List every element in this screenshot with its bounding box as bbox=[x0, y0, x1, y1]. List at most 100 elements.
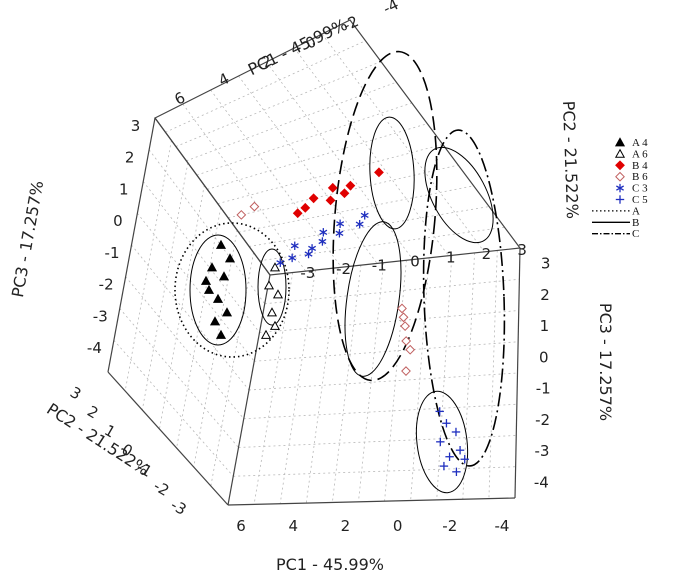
grid-line bbox=[436, 255, 453, 500]
pc2-tick-label: 2 bbox=[482, 245, 492, 263]
tick-layer: 6 4 2 0 -2 -46420-2-43210-1-2-33210-1-2-3-432… bbox=[8, 0, 615, 574]
grid-line bbox=[186, 81, 397, 162]
pc1-back-axis-label: PC1 - 45.99% bbox=[245, 15, 350, 79]
pc2-left-tick-label: 3 bbox=[67, 383, 84, 403]
pc2-tick-label: 1 bbox=[446, 249, 456, 267]
legend-item: C 3 bbox=[616, 183, 648, 195]
legend-item: C 5 bbox=[615, 194, 648, 206]
data-point bbox=[290, 241, 299, 250]
data-point bbox=[212, 293, 224, 303]
grid-line bbox=[249, 206, 490, 247]
grid-line bbox=[210, 89, 342, 268]
grid-line bbox=[259, 226, 505, 262]
data-point bbox=[460, 455, 469, 464]
legend-marker bbox=[616, 183, 624, 193]
legend-item: A bbox=[592, 205, 640, 217]
data-point bbox=[439, 461, 449, 471]
pc2-axis-label: PC2 - 21.522% bbox=[559, 100, 582, 219]
legend-label: A bbox=[632, 205, 640, 217]
ellipse-a4 bbox=[189, 234, 247, 346]
data-point bbox=[304, 249, 313, 259]
pc3-tick-label: 0 bbox=[539, 348, 549, 366]
data-point bbox=[300, 202, 311, 213]
data-point bbox=[325, 195, 336, 206]
pc3-left-axis-label: PC3 - 17.257% bbox=[8, 179, 47, 299]
pc2-left-tick-label: 2 bbox=[84, 402, 101, 422]
pc1-axis-label: PC1 - 45.99% bbox=[276, 555, 384, 574]
grid-line bbox=[175, 61, 382, 147]
data-point bbox=[276, 258, 285, 267]
data-point bbox=[272, 289, 284, 299]
data-point bbox=[269, 262, 281, 272]
data-point bbox=[206, 262, 218, 272]
pc2-tick-label: -3 bbox=[300, 264, 315, 282]
data-point bbox=[221, 307, 233, 317]
data-point bbox=[308, 244, 317, 253]
pc3-left-tick-label: 3 bbox=[131, 117, 141, 135]
grid-line bbox=[279, 270, 316, 504]
data-point bbox=[445, 452, 454, 461]
data-point bbox=[209, 316, 221, 326]
grid-line bbox=[176, 207, 222, 449]
data-point bbox=[355, 219, 364, 229]
grid-line bbox=[238, 435, 517, 448]
grid-line bbox=[131, 244, 250, 391]
data-point bbox=[218, 271, 230, 281]
legend-label: A 4 bbox=[632, 137, 648, 149]
data-point bbox=[266, 307, 278, 317]
data-point bbox=[318, 237, 327, 246]
data-point bbox=[442, 419, 451, 428]
data-point bbox=[215, 329, 227, 339]
legend-marker bbox=[614, 148, 626, 158]
grid-line bbox=[321, 33, 485, 253]
pc3-tick-label: 2 bbox=[540, 286, 550, 304]
grid-line bbox=[193, 230, 238, 468]
box-edges bbox=[107, 19, 522, 506]
data-point bbox=[339, 188, 350, 199]
pc1-back-tick-label: -4 bbox=[380, 0, 401, 18]
data-point bbox=[401, 336, 412, 346]
grid-line bbox=[305, 267, 339, 504]
pc1-tick-label: 2 bbox=[341, 517, 351, 535]
pc2-left-tick-label: -2 bbox=[150, 477, 172, 500]
data-point bbox=[360, 211, 369, 220]
legend-label: A 6 bbox=[632, 148, 648, 160]
pc3-left-tick-label: -2 bbox=[99, 276, 114, 294]
grid-line bbox=[141, 162, 189, 411]
pc3-tick-label: 1 bbox=[540, 317, 550, 335]
ellipse-c3 bbox=[424, 146, 494, 244]
grid-line bbox=[228, 164, 459, 219]
grid-layer bbox=[113, 33, 520, 505]
ellipse-c5 bbox=[415, 390, 469, 494]
data-point bbox=[455, 446, 465, 455]
pc1-tick-label: -4 bbox=[494, 517, 509, 535]
legend-item: B bbox=[592, 217, 639, 229]
grid-line bbox=[238, 75, 378, 264]
data-point bbox=[269, 320, 281, 330]
data-point bbox=[308, 193, 319, 204]
data-point bbox=[327, 182, 338, 193]
pc1-back-tick-label: -2 bbox=[340, 12, 361, 35]
legend-label: B 4 bbox=[632, 160, 648, 172]
grid-line bbox=[217, 143, 443, 205]
pc3-left-tick-label: 0 bbox=[113, 212, 123, 230]
grid-line bbox=[264, 278, 520, 305]
grid-line bbox=[113, 339, 234, 477]
grid-line bbox=[125, 276, 245, 420]
grid-line bbox=[210, 252, 254, 487]
grid-line bbox=[159, 185, 205, 430]
pc2-tick-label: 0 bbox=[410, 253, 420, 271]
legend-item: A 6 bbox=[614, 148, 648, 160]
pc1-tick-label: -2 bbox=[442, 517, 457, 535]
legend-item: C bbox=[592, 228, 639, 240]
pc3-left-tick-label: -1 bbox=[105, 244, 120, 262]
group-ellipses bbox=[174, 50, 506, 494]
grid-line bbox=[266, 61, 414, 260]
data-point bbox=[288, 253, 297, 263]
pc1-tick-label: 4 bbox=[288, 517, 298, 535]
pc3-axis-label: PC3 - 17.257% bbox=[596, 303, 615, 421]
legend-label: C 5 bbox=[632, 194, 648, 206]
grid-line bbox=[488, 250, 498, 499]
